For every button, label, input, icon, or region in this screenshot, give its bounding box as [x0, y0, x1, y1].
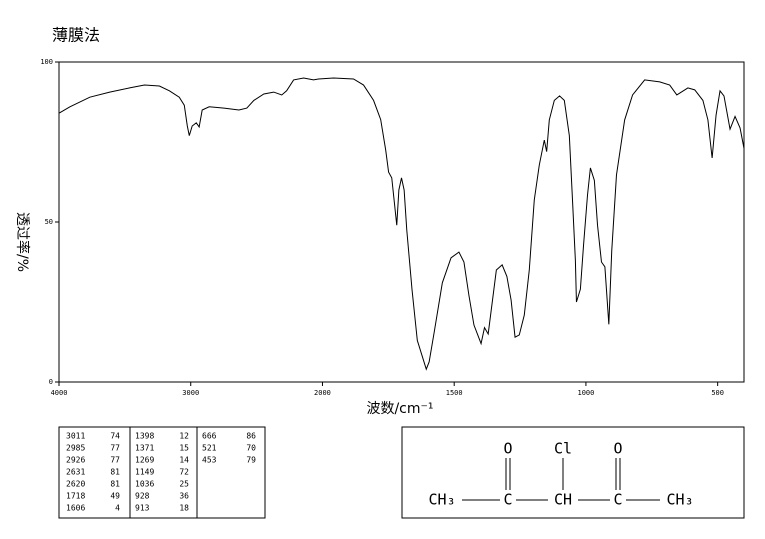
- x-tick-label: 3000: [182, 389, 199, 397]
- x-tick-label: 1500: [446, 389, 463, 397]
- peak-transmittance: 86: [246, 432, 256, 441]
- y-tick-label: 50: [45, 218, 53, 226]
- peak-transmittance: 79: [246, 456, 256, 465]
- y-tick-label: 100: [40, 58, 53, 66]
- peak-transmittance: 72: [179, 468, 189, 477]
- x-tick-label: 1000: [577, 389, 594, 397]
- peak-wavenumber: 928: [135, 492, 150, 501]
- peak-transmittance: 49: [110, 492, 120, 501]
- spectrum-line: [58, 77, 745, 371]
- peak-wavenumber: 2631: [66, 468, 85, 477]
- peak-wavenumber: 453: [202, 456, 217, 465]
- atom: CH: [554, 491, 572, 509]
- atom: Cl: [554, 440, 572, 458]
- peak-wavenumber: 521: [202, 444, 217, 453]
- plot-frame: [58, 61, 745, 383]
- peak-transmittance: 15: [179, 444, 189, 453]
- y-axis-label: 透过率/%: [14, 212, 31, 272]
- x-tick-label: 500: [711, 389, 724, 397]
- chart-title: 薄膜法: [52, 26, 100, 45]
- x-tick-label: 2000: [314, 389, 331, 397]
- peak-wavenumber: 1718: [66, 492, 85, 501]
- atom: CH₃: [666, 491, 693, 509]
- peak-wavenumber: 2620: [66, 480, 85, 489]
- peak-transmittance: 70: [246, 444, 256, 453]
- x-axis-label: 波数/cm⁻¹: [366, 401, 433, 417]
- table-frame: [58, 426, 266, 519]
- peak-wavenumber: 1149: [135, 468, 154, 477]
- atom: O: [613, 440, 622, 458]
- bonds: [462, 458, 660, 501]
- peak-transmittance: 77: [110, 456, 120, 465]
- y-tick-label: 0: [49, 378, 53, 386]
- peak-transmittance: 14: [179, 456, 189, 465]
- peak-wavenumber: 2926: [66, 456, 85, 465]
- peak-wavenumber: 1606: [66, 504, 85, 513]
- peak-transmittance: 18: [179, 504, 189, 513]
- peak-wavenumber: 3011: [66, 432, 85, 441]
- peak-transmittance: 12: [179, 432, 189, 441]
- x-tick-label: 4000: [51, 389, 68, 397]
- peak-transmittance: 81: [110, 468, 120, 477]
- peak-transmittance: 4: [115, 504, 120, 513]
- atom: C: [503, 491, 512, 509]
- atom: O: [503, 440, 512, 458]
- peak-transmittance: 25: [179, 480, 189, 489]
- peak-wavenumber: 913: [135, 504, 150, 513]
- peak-wavenumber: 2985: [66, 444, 85, 453]
- peak-wavenumber: 1269: [135, 456, 154, 465]
- peak-wavenumber: 666: [202, 432, 217, 441]
- peak-transmittance: 74: [110, 432, 120, 441]
- peak-wavenumber: 1398: [135, 432, 154, 441]
- structure-frame: [401, 426, 745, 519]
- atom: C: [613, 491, 622, 509]
- peak-transmittance: 77: [110, 444, 120, 453]
- peak-wavenumber: 1371: [135, 444, 154, 453]
- peak-wavenumber: 1036: [135, 480, 154, 489]
- peak-transmittance: 81: [110, 480, 120, 489]
- atom: CH₃: [428, 491, 455, 509]
- peak-transmittance: 36: [179, 492, 189, 501]
